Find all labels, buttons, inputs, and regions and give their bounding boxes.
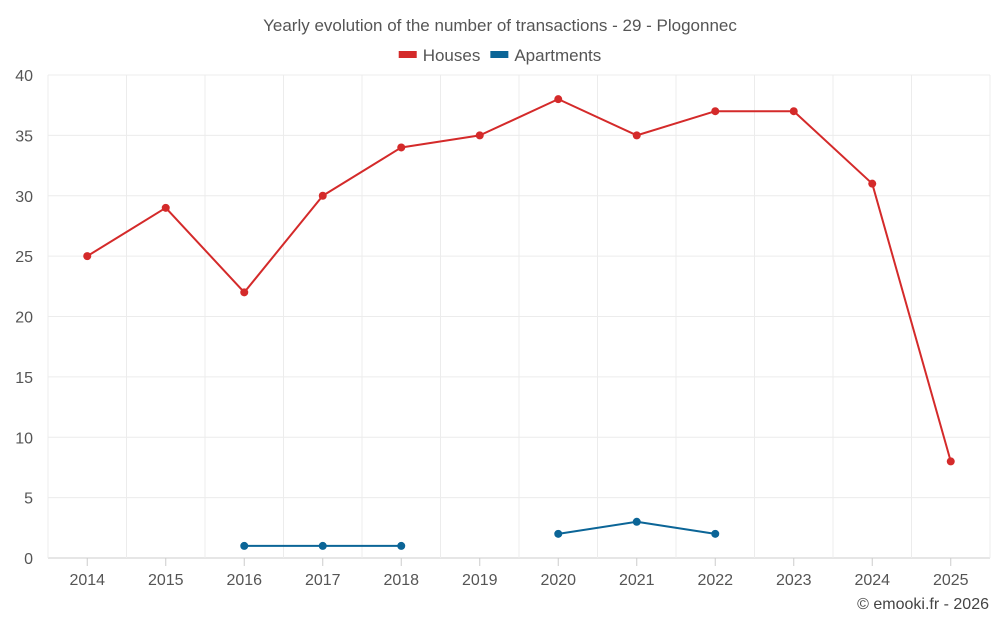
x-tick-label: 2018 [383, 572, 419, 589]
houses-series-line [86, 98, 952, 462]
x-tick-label: 2021 [619, 572, 655, 589]
y-tick-label: 0 [24, 551, 33, 568]
x-axis: 2014 2015 2016 2017 2018 2019 2020 2021 2022 2023… [69, 558, 969, 589]
houses-data-point [711, 107, 720, 116]
y-tick-label: 35 [15, 128, 33, 145]
houses-data-point [161, 203, 170, 212]
apartments-data-point [632, 517, 641, 526]
legend: Houses Apartments [398, 46, 601, 65]
x-tick-label: 2015 [148, 572, 184, 589]
legend-label-houses[interactable]: Houses [423, 46, 481, 65]
y-tick-label: 30 [15, 189, 33, 206]
y-tick-label: 10 [15, 430, 33, 447]
x-tick-label: 2023 [776, 572, 812, 589]
x-tick-label: 2017 [305, 572, 341, 589]
y-tick-label: 40 [15, 68, 33, 85]
x-tick-label: 2016 [226, 572, 262, 589]
y-axis: 0 5 10 15 20 25 30 35 40 [15, 68, 33, 568]
x-tick-label: 2022 [697, 572, 733, 589]
houses-data-point [789, 107, 798, 116]
x-tick-label: 2020 [540, 572, 576, 589]
houses-data-point [946, 457, 955, 466]
houses-data-point [83, 252, 92, 261]
houses-data-point [632, 131, 641, 140]
x-tick-label: 2014 [69, 572, 105, 589]
apartments-data-point [240, 541, 249, 550]
legend-swatch-apartments [490, 51, 509, 58]
houses-data-point [397, 143, 406, 152]
houses-data-point [240, 288, 249, 297]
apartments-data-point [318, 541, 327, 550]
y-tick-label: 25 [15, 249, 33, 266]
series-layer [83, 95, 955, 550]
apartments-data-point [397, 541, 406, 550]
x-tick-label: 2024 [854, 572, 890, 589]
apartments-data-point [554, 529, 563, 538]
x-tick-label: 2025 [933, 572, 969, 589]
y-tick-label: 15 [15, 370, 33, 387]
grid [47, 74, 991, 559]
houses-data-point [554, 95, 563, 104]
legend-swatch-houses [398, 51, 417, 58]
houses-data-point [868, 179, 877, 188]
credit-text: © emooki.fr - 2026 [857, 596, 989, 613]
apartments-data-point [711, 529, 720, 538]
legend-label-apartments[interactable]: Apartments [514, 46, 601, 65]
y-tick-label: 20 [15, 310, 33, 327]
chart-title: Yearly evolution of the number of transa… [263, 16, 737, 35]
y-tick-label: 5 [24, 491, 33, 508]
houses-data-point [475, 131, 484, 140]
x-tick-label: 2019 [462, 572, 498, 589]
houses-data-point [318, 191, 327, 200]
